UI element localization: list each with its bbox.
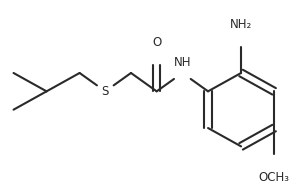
Text: S: S xyxy=(102,85,109,98)
Text: NH: NH xyxy=(174,56,191,69)
Text: NH₂: NH₂ xyxy=(230,18,252,31)
Text: OCH₃: OCH₃ xyxy=(259,171,289,184)
Text: O: O xyxy=(152,36,161,49)
